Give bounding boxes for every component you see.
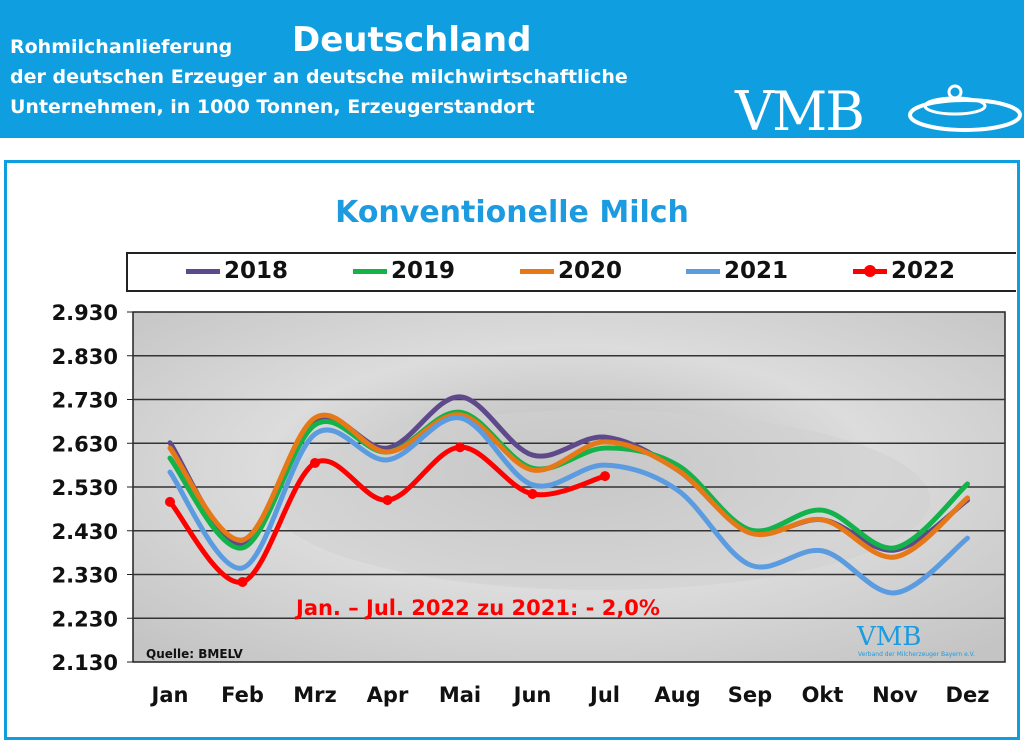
watermark-subtitle: Verband der Milcherzeuger Bayern e.V. — [858, 651, 975, 658]
header-line1-small: Rohmilchanlieferung — [10, 36, 233, 58]
milk-drop-logo-icon — [908, 84, 1022, 132]
y-tick-label: 2.230 — [52, 607, 118, 631]
data-point-2022 — [165, 496, 175, 507]
x-tick-label: Mrz — [293, 683, 336, 707]
legend-item-2022: 2022 — [853, 258, 955, 284]
y-tick-label: 2.530 — [52, 476, 118, 500]
x-tick-label: Feb — [221, 683, 264, 707]
legend-swatch — [353, 268, 387, 274]
vmb-logo: VMB — [735, 80, 865, 143]
header-line1-big: Deutschland — [292, 20, 532, 60]
legend-label: 2018 — [224, 258, 289, 284]
y-tick-label: 2.630 — [52, 432, 118, 456]
y-tick-label: 2.430 — [52, 520, 118, 544]
data-point-2022 — [455, 442, 465, 453]
x-tick-label: Jan — [150, 683, 189, 707]
series-line-2020 — [167, 412, 970, 560]
y-tick-label: 2.930 — [52, 301, 118, 325]
legend-label: 2022 — [891, 258, 956, 284]
y-tick-label: 2.730 — [52, 389, 118, 413]
watermark-logo: VMB — [856, 622, 922, 652]
x-tick-label: Mai — [439, 683, 481, 707]
legend-label: 2019 — [391, 258, 456, 284]
legend-swatch — [186, 268, 220, 274]
x-tick-label: Dez — [946, 683, 990, 707]
x-tick-label: Nov — [872, 683, 918, 707]
x-tick-label: Aug — [654, 683, 700, 707]
legend-item-2019: 2019 — [353, 258, 455, 284]
x-tick-label: Apr — [367, 683, 409, 707]
series-line-2021 — [167, 415, 970, 596]
y-tick-label: 2.130 — [52, 651, 118, 675]
y-tick-label: 2.330 — [52, 564, 118, 588]
x-tick-label: Jun — [512, 683, 552, 707]
x-tick-label: Okt — [802, 683, 844, 707]
annotation: Jan. – Jul. 2022 zu 2021: - 2,0% — [294, 596, 660, 620]
header-banner: Rohmilchanlieferung Deutschland der deut… — [0, 0, 1024, 143]
legend-label: 2020 — [558, 258, 623, 284]
legend-label: 2021 — [724, 258, 789, 284]
legend: 2018 2019 2020 2021 2022 — [126, 252, 1016, 292]
data-point-2022 — [527, 489, 538, 499]
data-point-2022 — [382, 495, 393, 506]
legend-swatch — [853, 264, 887, 277]
header-line2: der deutschen Erzeuger an deutsche milch… — [10, 66, 628, 88]
legend-item-2020: 2020 — [520, 258, 622, 284]
x-tick-label: Jul — [588, 683, 620, 707]
y-tick-label: 2.830 — [52, 345, 118, 369]
legend-item-2018: 2018 — [186, 258, 288, 284]
header-line3: Unternehmen, in 1000 Tonnen, Erzeugersta… — [10, 96, 535, 118]
legend-swatch — [520, 268, 554, 274]
legend-swatch — [686, 268, 720, 274]
source-label: Quelle: BMELV — [146, 647, 244, 661]
data-point-2022 — [237, 576, 248, 587]
chart-title: Konventionelle Milch — [335, 195, 689, 230]
x-tick-label: Sep — [728, 683, 772, 707]
legend-item-2021: 2021 — [686, 258, 788, 284]
milk-splash-image — [270, 410, 930, 590]
data-point-2022 — [310, 457, 320, 468]
data-point-2022 — [600, 471, 610, 482]
